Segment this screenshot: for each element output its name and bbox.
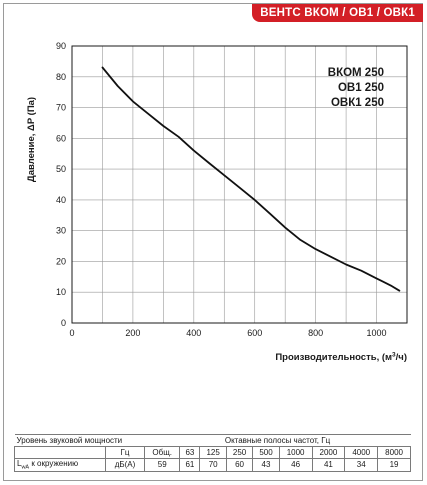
y-tick-label: 20 — [56, 256, 66, 266]
row-label-cell: LwA к окружению — [14, 458, 106, 472]
x-axis-label: Производительность, (м3/ч) — [275, 352, 407, 364]
y-tick-label: 30 — [56, 226, 66, 236]
x-tick-labels: 0 200 400 600 800 1000 — [69, 328, 386, 338]
band-125: 125 — [199, 446, 227, 459]
table-bands-row: Гц Общ. 63 125 250 500 1000 2000 4000 80… — [14, 446, 411, 459]
band-1000: 1000 — [278, 446, 313, 459]
unit-hz-cell: Гц — [105, 446, 145, 459]
octave-bands-header: Октавные полосы частот, Гц — [144, 434, 411, 447]
y-tick-label: 80 — [56, 72, 66, 82]
x-tick-label: 1000 — [367, 328, 387, 338]
chart-series — [101, 66, 401, 292]
x-tick-label: 400 — [186, 328, 201, 338]
x-axis-label-sup: 3 — [392, 352, 396, 359]
x-tick-label: 200 — [125, 328, 140, 338]
y-tick-label: 60 — [56, 133, 66, 143]
legend-line-ovk1: ОВК1 250 — [331, 97, 384, 109]
value-4000: 34 — [344, 458, 379, 472]
band-500: 500 — [252, 446, 280, 459]
table-header-row: Уровень звуковой мощности Октавные полос… — [14, 434, 411, 447]
row-label-l: L — [17, 459, 22, 468]
value-125: 70 — [199, 458, 227, 472]
y-tick-label: 10 — [56, 287, 66, 297]
x-axis-label-suffix: /ч) — [396, 352, 407, 363]
band-63: 63 — [179, 446, 201, 459]
band-8000: 8000 — [377, 446, 411, 459]
product-badge: ВЕНТС ВКОМ / ОВ1 / ОВК1 — [252, 4, 423, 22]
y-tick-label: 70 — [56, 103, 66, 113]
x-axis-label-prefix: Производительность, (м — [275, 352, 392, 363]
empty-cell — [14, 446, 106, 459]
row-label-sub: wA — [21, 464, 30, 471]
band-4000: 4000 — [344, 446, 379, 459]
value-1000: 46 — [278, 458, 313, 472]
y-tick-labels: 0 10 20 30 40 50 60 70 80 90 — [56, 41, 66, 328]
sound-power-header: Уровень звуковой мощности — [14, 434, 145, 447]
value-500: 43 — [252, 458, 280, 472]
series-line — [101, 66, 401, 292]
model-legend: ВКОМ 250 ОВ1 250 ОВК1 250 — [328, 67, 384, 109]
band-250: 250 — [225, 446, 254, 459]
value-8000: 19 — [377, 458, 411, 472]
sound-power-table: Уровень звуковой мощности Октавные полос… — [14, 434, 411, 472]
x-tick-label: 0 — [69, 328, 74, 338]
value-250: 60 — [225, 458, 254, 472]
value-2000: 41 — [311, 458, 346, 472]
plot-frame — [71, 45, 408, 324]
band-2000: 2000 — [311, 446, 346, 459]
legend-line-ov1: ОВ1 250 — [338, 82, 384, 94]
row-total-cell: 59 — [143, 458, 181, 472]
value-63: 61 — [179, 458, 201, 472]
chart-grid — [72, 46, 407, 323]
x-tick-label: 800 — [308, 328, 323, 338]
page-frame — [3, 3, 423, 481]
table-values-row: LwA к окружению дБ(А) 59 61 70 60 43 46 … — [14, 458, 411, 472]
row-label-rest: к окружению — [29, 459, 79, 468]
y-axis-label: Давление, ΔP (Па) — [26, 97, 37, 182]
y-tick-label: 90 — [56, 41, 66, 51]
legend-line-vkom: ВКОМ 250 — [328, 67, 384, 79]
x-tick-label: 600 — [247, 328, 262, 338]
y-tick-label: 50 — [56, 164, 66, 174]
y-tick-label: 40 — [56, 195, 66, 205]
total-header-cell: Общ. — [143, 446, 181, 459]
y-tick-label: 0 — [61, 318, 66, 328]
row-unit-cell: дБ(А) — [105, 458, 145, 472]
